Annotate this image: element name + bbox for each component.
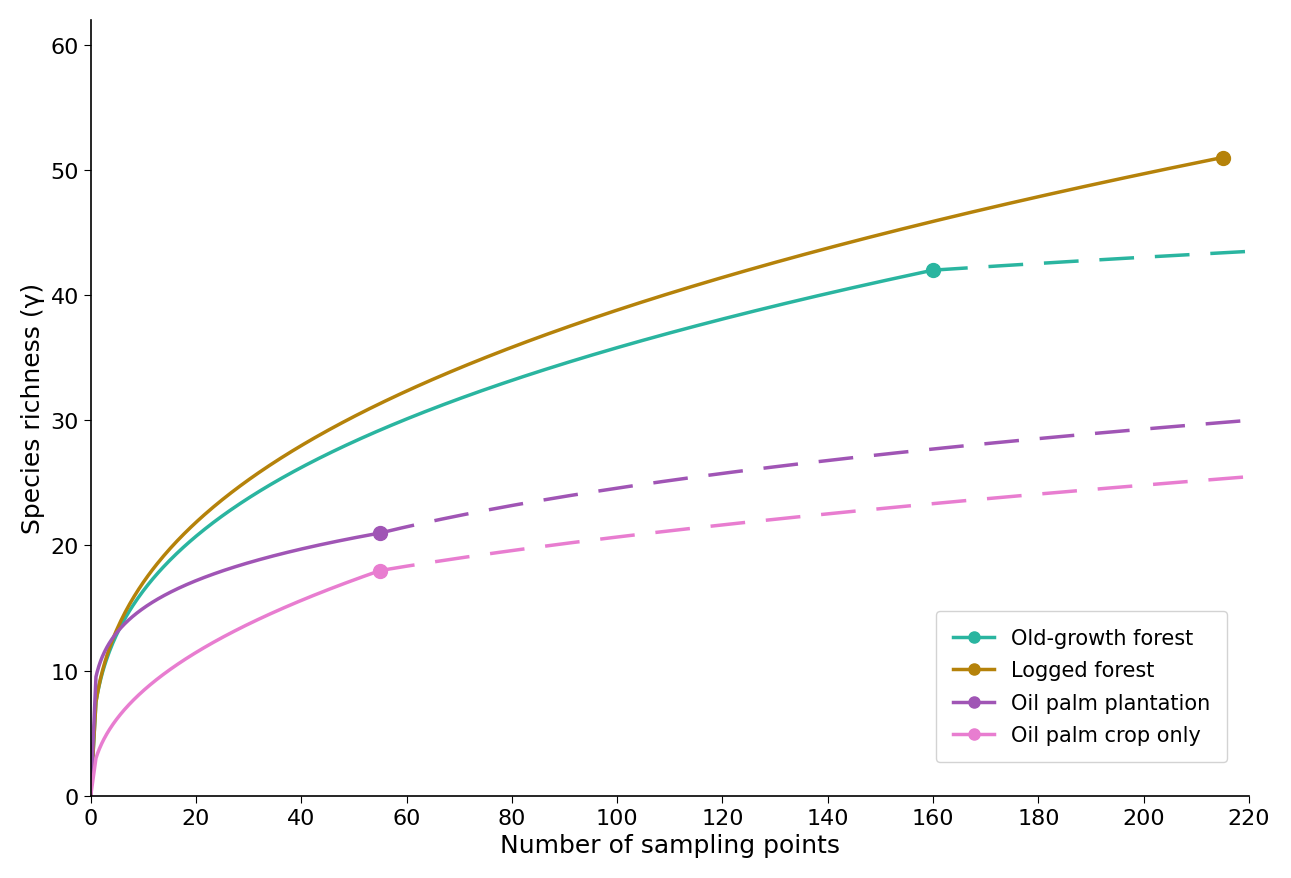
X-axis label: Number of sampling points: Number of sampling points: [500, 833, 840, 857]
Legend: Old-growth forest, Logged forest, Oil palm plantation, Oil palm crop only: Old-growth forest, Logged forest, Oil pa…: [936, 612, 1226, 762]
Y-axis label: Species richness (γ): Species richness (γ): [21, 283, 45, 534]
